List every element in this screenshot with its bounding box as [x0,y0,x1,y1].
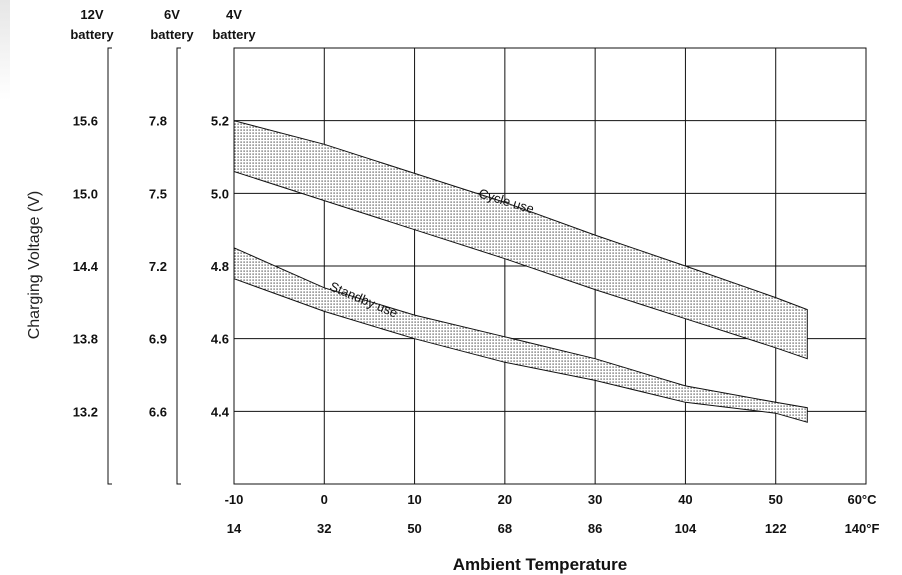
ytick-6v-0: 7.8 [149,114,167,129]
x-tick-labels: -10 0 10 20 30 40 50 60°C 14 32 50 68 86… [225,492,880,536]
xtick-c-4: 30 [588,492,602,507]
axis-bracket-6v [176,47,181,485]
ytick-12v-0: 15.6 [73,114,98,129]
xtick-c-1: 0 [321,492,328,507]
xtick-f-1: 32 [317,521,331,536]
page-edge-shadow [0,0,10,100]
xtick-f-2: 50 [407,521,421,536]
ytick-12v-2: 14.4 [73,259,99,274]
ytick-12v-3: 13.8 [73,332,98,347]
xtick-c-6: 50 [768,492,782,507]
x-axis-title: Ambient Temperature [453,555,627,574]
ytick-6v-4: 6.6 [149,404,167,419]
ytick-12v-4: 13.2 [73,404,98,419]
xtick-f-4: 86 [588,521,602,536]
axis-header-4v-line1: 4V [226,7,242,22]
xtick-c-0: -10 [225,492,244,507]
xtick-f-3: 68 [498,521,512,536]
y-tick-labels: 15.6 15.0 14.4 13.8 13.2 7.8 7.5 7.2 6.9… [73,114,230,420]
ytick-6v-2: 7.2 [149,259,167,274]
ytick-12v-1: 15.0 [73,186,98,201]
xtick-f-5: 104 [675,521,697,536]
band-cycle-use [233,120,808,360]
series-bands [233,120,808,423]
ytick-4v-4: 4.4 [211,404,230,419]
xtick-f-6: 122 [765,521,787,536]
xtick-f-7: 140°F [845,521,880,536]
xtick-c-2: 10 [407,492,421,507]
axis-header-6v-line2: battery [150,27,194,42]
ytick-4v-3: 4.6 [211,332,229,347]
ytick-4v-0: 5.2 [211,114,229,129]
axis-header-12v-line2: battery [70,27,114,42]
xtick-f-0: 14 [227,521,242,536]
ytick-6v-1: 7.5 [149,186,167,201]
band-standby-use [233,247,808,423]
xtick-c-7: 60°C [847,492,877,507]
ytick-6v-3: 6.9 [149,332,167,347]
axis-header-12v-line1: 12V [80,7,103,22]
y-axis-title: Charging Voltage (V) [26,191,43,340]
ytick-4v-1: 5.0 [211,186,229,201]
axis-header-4v-line2: battery [212,27,256,42]
axis-bracket-12v [107,47,112,485]
ytick-4v-2: 4.8 [211,259,229,274]
xtick-c-5: 40 [678,492,692,507]
axis-header-6v-line1: 6V [164,7,180,22]
xtick-c-3: 20 [498,492,512,507]
